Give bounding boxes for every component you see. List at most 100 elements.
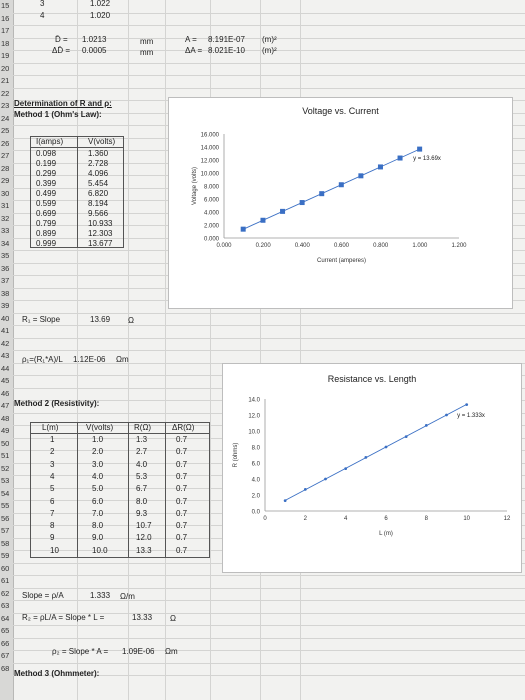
cell-r16-v[interactable]: 1.020 [90, 11, 111, 20]
row-number[interactable]: 63 [1, 601, 10, 610]
cell-current[interactable]: 0.098 [36, 149, 57, 158]
row-number[interactable]: 27 [1, 151, 10, 160]
cell-resistance[interactable]: 5.3 [136, 471, 148, 481]
dd-unit[interactable]: mm [140, 48, 154, 57]
cell-delta-r[interactable]: 0.7 [176, 435, 188, 444]
row-number[interactable]: 36 [1, 263, 10, 273]
cell-length[interactable]: 6 [50, 496, 55, 506]
cell-length[interactable]: 3 [50, 459, 55, 469]
cell-r15-v[interactable]: 1.022 [90, 0, 111, 8]
row-number[interactable]: 62 [1, 588, 10, 598]
cell-current[interactable]: 0.999 [36, 239, 57, 248]
cell-resistance[interactable]: 10.7 [136, 521, 152, 531]
row-number[interactable]: 58 [1, 538, 10, 548]
cell-resistance[interactable]: 9.3 [136, 508, 148, 518]
row-number[interactable]: 15 [1, 1, 10, 10]
row-number[interactable]: 54 [1, 488, 10, 498]
row-number[interactable]: 23 [1, 101, 10, 110]
row-number[interactable]: 18 [1, 38, 10, 48]
row-number[interactable]: 60 [1, 563, 10, 573]
cell-voltage[interactable]: 6.820 [88, 189, 109, 198]
row-number[interactable]: 25 [1, 126, 10, 135]
cell-voltage[interactable]: 2.728 [88, 159, 109, 168]
row-number[interactable]: 26 [1, 138, 10, 148]
row-number[interactable]: 35 [1, 251, 10, 260]
method2-title[interactable]: Method 2 (Resistivity): [14, 399, 100, 408]
row-number[interactable]: 16 [1, 13, 10, 23]
cell-resistance[interactable]: 1.3 [136, 435, 148, 444]
row-number[interactable]: 41 [1, 326, 10, 335]
row-number[interactable]: 47 [1, 401, 10, 410]
cell-voltage2[interactable]: 9.0 [92, 533, 104, 543]
d-unit[interactable]: mm [140, 37, 154, 46]
row-number[interactable]: 64 [1, 613, 10, 623]
row-number[interactable]: 24 [1, 113, 10, 123]
row-number[interactable]: 31 [1, 201, 10, 210]
cell-current[interactable]: 0.799 [36, 219, 57, 228]
cell-current[interactable]: 0.299 [36, 169, 57, 178]
row-number[interactable]: 59 [1, 551, 10, 560]
chart-voltage-vs-current[interactable]: Voltage vs. Current 0.000 2.000 4.000 6.000… [168, 97, 513, 309]
row-number[interactable]: 66 [1, 638, 10, 648]
cell-current[interactable]: 0.199 [36, 159, 57, 168]
cell-length[interactable]: 7 [50, 508, 55, 518]
cell-current[interactable]: 0.699 [36, 209, 57, 218]
cell-voltage[interactable]: 8.194 [88, 199, 109, 208]
col-header-v[interactable]: V(volts) [88, 137, 116, 146]
row-number[interactable]: 20 [1, 63, 10, 73]
row-number[interactable]: 37 [1, 276, 10, 285]
cell-delta-r[interactable]: 0.7 [176, 533, 188, 543]
cell-delta-r[interactable]: 0.7 [176, 508, 188, 518]
slope-value[interactable]: 1.333 [90, 591, 111, 600]
row-number[interactable]: 61 [1, 576, 10, 585]
row-number[interactable]: 28 [1, 163, 10, 173]
cell-r15-n[interactable]: 3 [40, 0, 45, 8]
row-number[interactable]: 43 [1, 351, 10, 360]
row-number[interactable]: 53 [1, 476, 10, 485]
row-number[interactable]: 40 [1, 313, 10, 323]
cell-voltage2[interactable]: 2.0 [92, 447, 104, 457]
cell-voltage[interactable]: 4.096 [88, 169, 109, 178]
cell-voltage[interactable]: 5.454 [88, 179, 109, 188]
col-header-i[interactable]: I(amps) [36, 137, 64, 146]
col-header-v2[interactable]: V(volts) [86, 423, 114, 432]
rho2-unit[interactable]: Ωm [165, 647, 178, 656]
cell-delta-r[interactable]: 0.7 [176, 545, 188, 555]
rho1-unit[interactable]: Ωm [116, 355, 129, 364]
row-number[interactable]: 38 [1, 288, 10, 298]
cell-voltage2[interactable]: 6.0 [92, 496, 104, 506]
row-number[interactable]: 44 [1, 363, 10, 373]
rho1-value[interactable]: 1.12E-06 [73, 355, 106, 364]
r1-unit[interactable]: Ω [128, 316, 134, 325]
cell-voltage2[interactable]: 8.0 [92, 521, 104, 531]
cell-voltage2[interactable]: 10.0 [92, 545, 108, 555]
cell-voltage2[interactable]: 4.0 [92, 471, 104, 481]
row-number[interactable]: 65 [1, 626, 10, 635]
cell-resistance[interactable]: 2.7 [136, 447, 148, 457]
row-number[interactable]: 49 [1, 426, 10, 435]
cell-current[interactable]: 0.599 [36, 199, 57, 208]
cell-current[interactable]: 0.899 [36, 229, 57, 238]
chart-resistance-vs-length[interactable]: Resistance vs. Length 0.0 2.0 4.0 6.0 8.0 10.… [222, 363, 522, 573]
row-number[interactable]: 22 [1, 88, 10, 98]
cell-voltage2[interactable]: 1.0 [92, 435, 104, 444]
cell-voltage[interactable]: 1.360 [88, 149, 109, 158]
row-number[interactable]: 30 [1, 188, 10, 198]
row-number[interactable]: 17 [1, 26, 10, 35]
r2-unit[interactable]: Ω [170, 614, 176, 623]
cell-length[interactable]: 9 [50, 533, 55, 543]
row-number[interactable]: 55 [1, 501, 10, 510]
cell-resistance[interactable]: 13.3 [136, 545, 152, 555]
row-number[interactable]: 34 [1, 238, 10, 248]
row-number[interactable]: 32 [1, 213, 10, 223]
a-value[interactable]: 8.191E-07 [208, 35, 245, 44]
cell-current[interactable]: 0.399 [36, 179, 57, 188]
row-number[interactable]: 21 [1, 76, 10, 85]
col-header-r[interactable]: R(Ω) [134, 423, 152, 432]
cell-r16-n[interactable]: 4 [40, 11, 45, 20]
cell-length[interactable]: 8 [50, 521, 55, 531]
da-unit[interactable]: (m)² [262, 46, 277, 55]
r1-value[interactable]: 13.69 [90, 315, 111, 324]
row-number[interactable]: 46 [1, 388, 10, 398]
method3-title[interactable]: Method 3 (Ohmmeter): [14, 669, 100, 678]
